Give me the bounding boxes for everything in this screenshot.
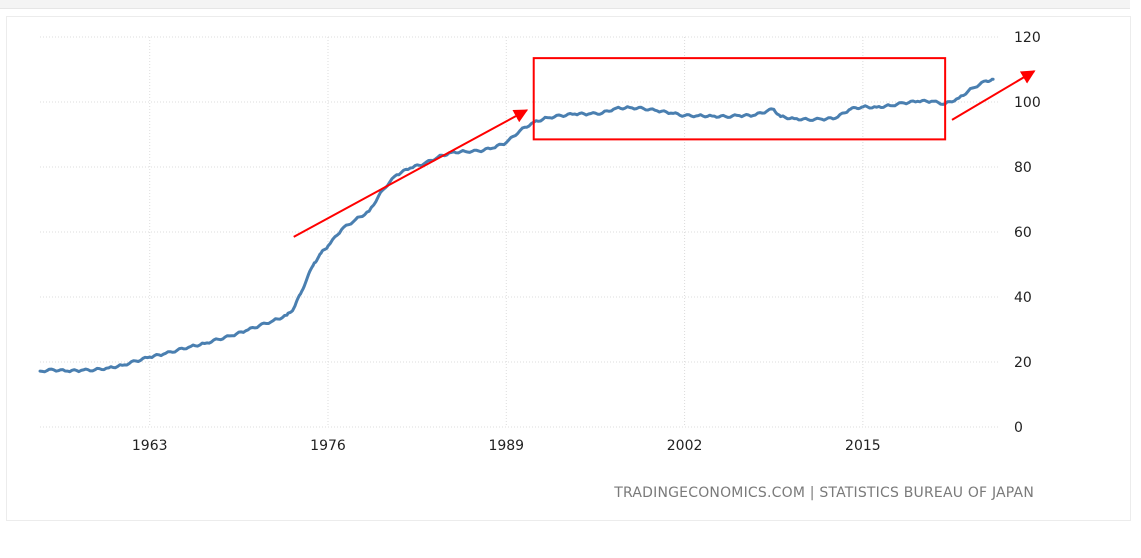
trend-arrow-1 <box>293 109 529 238</box>
highlight-box <box>532 57 947 141</box>
y-tick-label-40: 40 <box>1014 290 1032 306</box>
y-tick-label-120: 120 <box>1014 30 1041 46</box>
source-label: TRADINGECONOMICS.COM | STATISTICS BUREAU… <box>613 485 1034 501</box>
x-tick-label-1976: 1976 <box>310 438 346 454</box>
x-tick-label-2015: 2015 <box>845 438 881 454</box>
grid <box>40 36 1000 428</box>
x-tick-label-2002: 2002 <box>667 438 703 454</box>
chart-frame <box>6 16 1131 521</box>
x-tick-label-1989: 1989 <box>488 438 524 454</box>
y-axis: 0 20 40 60 80 100 120 <box>1014 30 1041 436</box>
trend-arrow-2 <box>951 70 1036 121</box>
y-tick-label-0: 0 <box>1014 420 1023 436</box>
series-layer <box>38 77 995 374</box>
y-tick-label-20: 20 <box>1014 355 1032 371</box>
y-tick-label-60: 60 <box>1014 225 1032 241</box>
y-tick-label-100: 100 <box>1014 95 1041 111</box>
annotations <box>293 57 1036 238</box>
top-bar <box>0 0 1130 9</box>
series-line <box>38 77 995 374</box>
x-axis: 1963 1976 1989 2002 2015 <box>132 438 881 454</box>
x-tick-label-1963: 1963 <box>132 438 168 454</box>
y-tick-label-80: 80 <box>1014 160 1032 176</box>
